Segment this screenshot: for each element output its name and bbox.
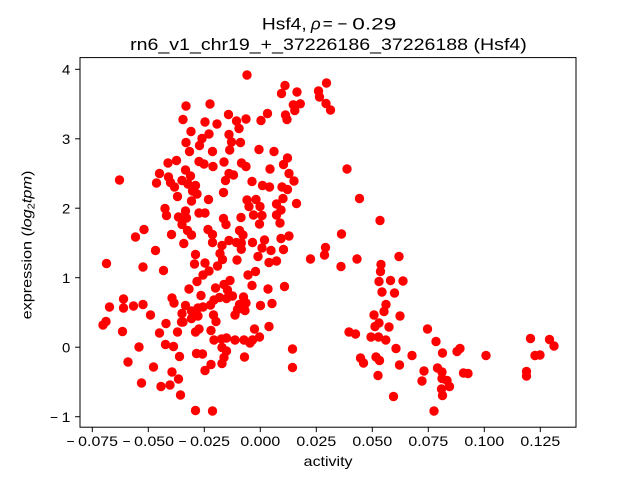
svg-text:4: 4 [62, 62, 71, 78]
svg-text:ρ: ρ [310, 14, 321, 33]
svg-text:−: − [179, 433, 187, 449]
svg-text:−: − [123, 433, 131, 449]
svg-text:rn6_v1_chr19_+_37226186_372261: rn6_v1_chr19_+_37226186_37226188 (Hsf4) [130, 35, 527, 54]
svg-text:0.025: 0.025 [296, 433, 336, 449]
svg-text:0.29: 0.29 [352, 14, 396, 33]
svg-text:0.125: 0.125 [520, 433, 560, 449]
svg-text:2: 2 [62, 201, 71, 217]
svg-text:0.075: 0.075 [78, 433, 118, 449]
svg-text:−: − [67, 433, 75, 449]
svg-text:0: 0 [62, 340, 71, 356]
svg-text:activity: activity [304, 453, 353, 469]
svg-text:0.075: 0.075 [408, 433, 448, 449]
svg-text:0.100: 0.100 [464, 433, 504, 449]
svg-text:−: − [50, 409, 58, 425]
svg-text:0.025: 0.025 [190, 433, 230, 449]
svg-text:1: 1 [62, 270, 71, 286]
svg-text:0.050: 0.050 [134, 433, 174, 449]
svg-text:=: = [323, 14, 333, 33]
svg-text:Hsf4,: Hsf4, [262, 14, 307, 33]
svg-text:−: − [338, 14, 348, 33]
svg-text:1: 1 [62, 409, 71, 425]
svg-text:3: 3 [62, 131, 71, 147]
svg-text:0.050: 0.050 [352, 433, 392, 449]
svg-text:0.000: 0.000 [240, 433, 280, 449]
